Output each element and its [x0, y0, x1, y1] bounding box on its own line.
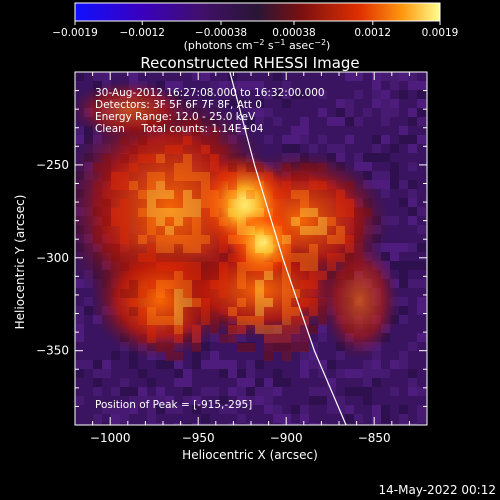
colorbar: [74, 2, 441, 22]
colorbar-ticks: −0.0019 −0.0012 −0.00038 0.00038 0.0012 0.001…: [52, 21, 458, 39]
colorbar-unit-label: (photons cm−2 s−1 asec−2): [184, 38, 331, 52]
colorbar-tick-label: 0.0019: [422, 27, 459, 39]
solar-limb-curve: [229, 72, 347, 425]
y-tick-label: −300: [36, 251, 69, 265]
annotation-block: 30-Aug-2012 16:27:08.000 to 16:32:00.000…: [95, 87, 325, 411]
colorbar-tick-label: −0.0012: [119, 27, 165, 39]
colorbar-tick-label: −0.0019: [52, 27, 98, 39]
y-tick-label: −250: [36, 158, 69, 172]
annotation-time-range: 30-Aug-2012 16:27:08.000 to 16:32:00.000: [95, 87, 325, 99]
y-tick-label: −350: [36, 344, 69, 358]
chart-title: Reconstructed RHESSI Image: [140, 54, 359, 72]
image-plot: [75, 72, 427, 425]
colorbar-tick-label: −0.00038: [195, 27, 247, 39]
x-tick-label: −900: [270, 431, 303, 445]
y-axis-label: Heliocentric Y (arcsec): [13, 195, 27, 330]
x-tick-label: −850: [358, 431, 391, 445]
annotation-energy: Energy Range: 12.0 - 25.0 keV: [95, 111, 256, 123]
footer-timestamp: 14-May-2022 00:12: [379, 483, 496, 497]
emission-pixels: [93, 118, 372, 361]
emission-source: [75, 80, 400, 360]
x-axis-label: Heliocentric X (arcsec): [182, 448, 318, 462]
annotation-detectors: Detectors: 3F 5F 6F 7F 8F, Att 0: [95, 99, 262, 111]
x-tick-label: −950: [182, 431, 215, 445]
colorbar-tick-label: 0.00038: [272, 27, 315, 39]
axis-ticks: −1000 −950 −900 −850 −250 −300 −350: [36, 72, 427, 445]
x-tick-label: −1000: [90, 431, 131, 445]
annotation-peak-position: Position of Peak = [-915,-295]: [95, 399, 252, 411]
colorbar-tick-label: 0.0012: [354, 27, 391, 39]
annotation-clean: Clean Total counts: 1.14E+04: [95, 123, 264, 135]
